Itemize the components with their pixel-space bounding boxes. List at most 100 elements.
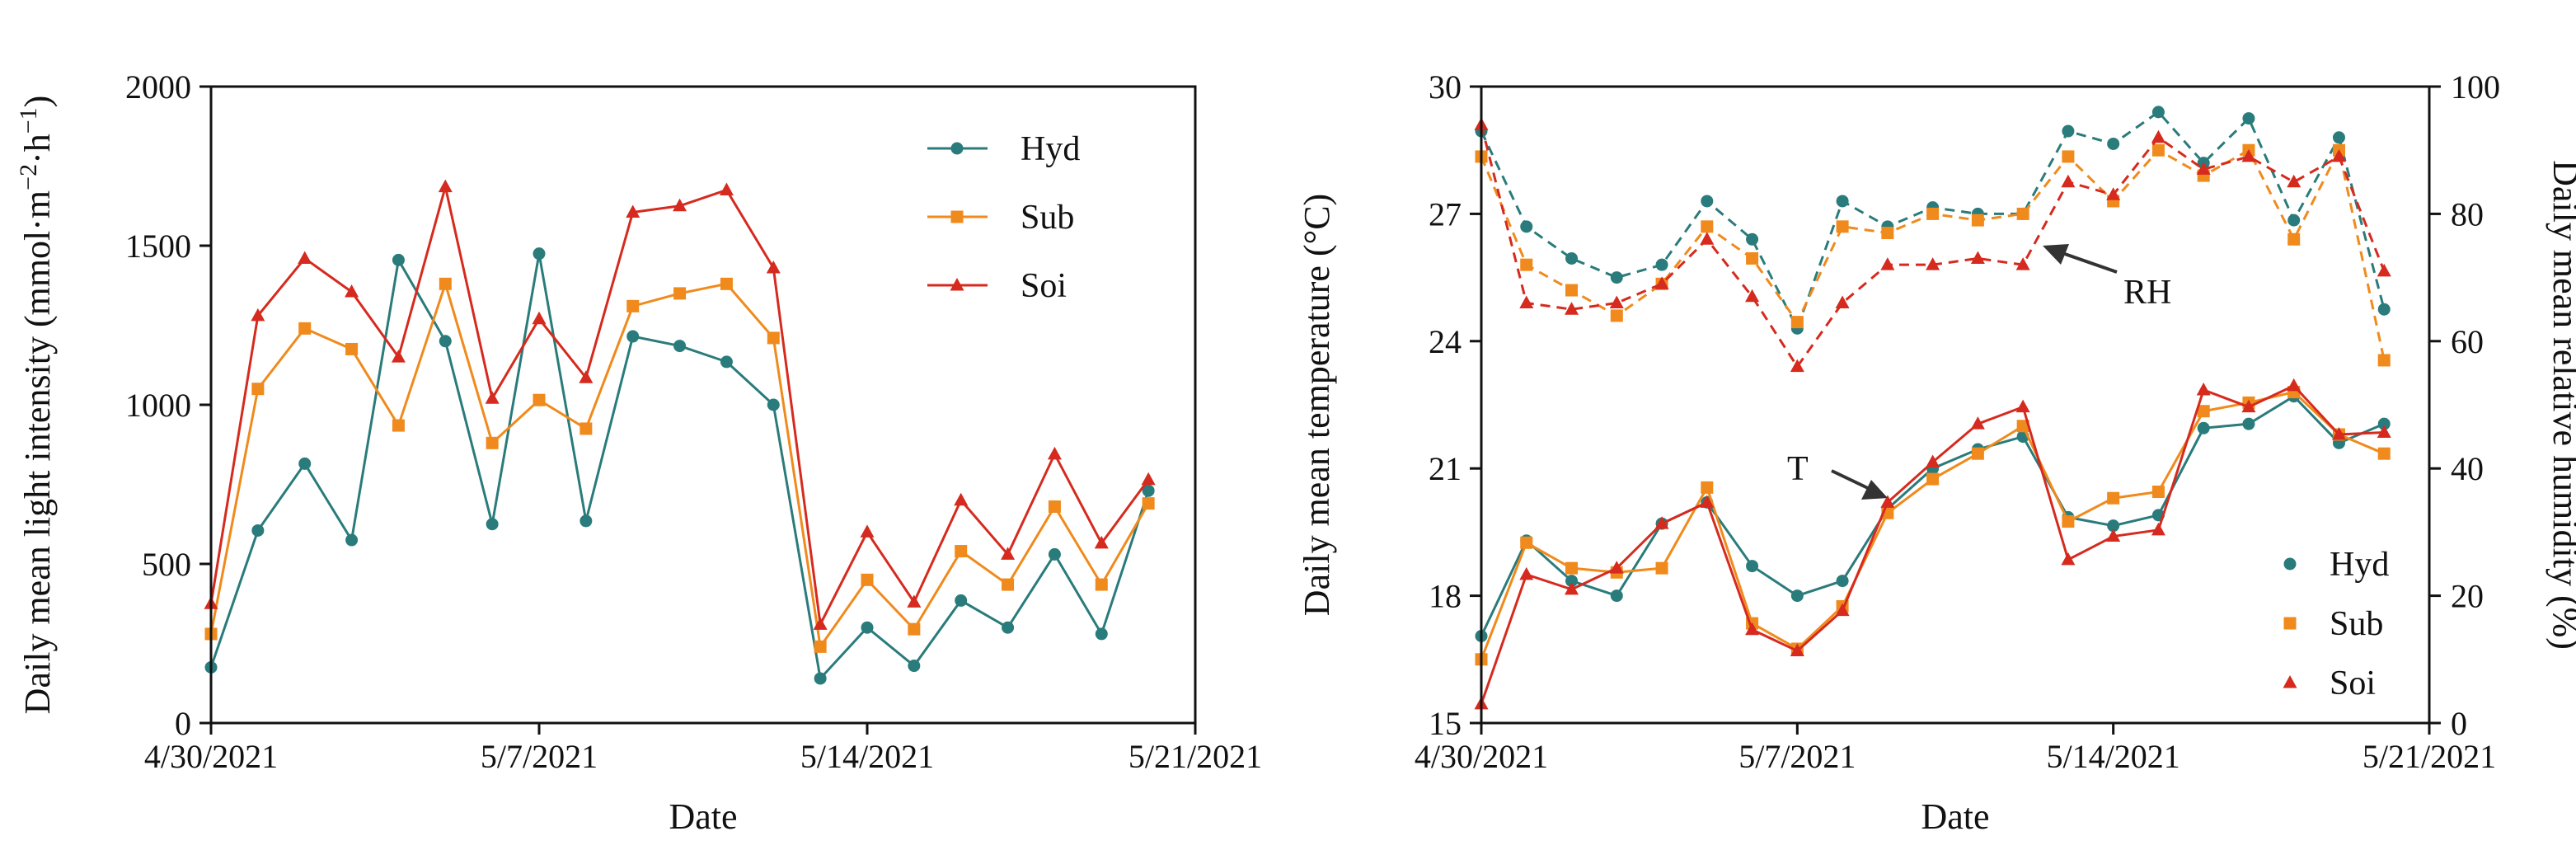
hyd-point [1002, 621, 1015, 634]
rh-hyd-point [2062, 124, 2075, 138]
t-sub-point [1926, 472, 1940, 486]
temp-y-tick-label: 27 [1429, 195, 1462, 232]
t-soi-point [2015, 399, 2030, 413]
sub-point [439, 277, 452, 290]
rh-soi-point [1519, 295, 1534, 308]
hyd-point [908, 660, 921, 673]
t-soi-point [1519, 566, 1534, 580]
legend-label: Sub [2330, 605, 2383, 643]
rh-sub-point [2287, 232, 2301, 246]
rh-sub-point [1881, 227, 1894, 240]
rh-soi-point [1835, 295, 1850, 308]
rh-soi-point [1565, 302, 1579, 315]
temperature-humidity-legend: Hyd Sub Soi [2283, 546, 2389, 702]
legend-entry-sub: Sub [2283, 605, 2383, 643]
hyd-point [533, 247, 546, 261]
rh-sub-point [1701, 220, 1714, 233]
legend-label: Soi [2330, 665, 2376, 702]
sub-point [298, 322, 312, 335]
rh-soi-point [2151, 129, 2165, 143]
rh-hyd-point [1655, 258, 1668, 271]
rh-hyd-point [1746, 232, 1759, 246]
rh-hyd-point [1565, 251, 1579, 265]
t-sub-line [1480, 390, 2385, 660]
series-rh-hyd [1475, 106, 2391, 335]
soi-point [673, 198, 687, 212]
hyd-point [814, 672, 827, 685]
rh-hyd-point [2151, 106, 2165, 119]
t-hyd-point [1836, 575, 1849, 588]
series-sub [204, 277, 1155, 653]
rh-annotation: RH [2043, 244, 2171, 312]
t-soi-point [1970, 416, 1985, 430]
sub-point [1142, 497, 1155, 510]
t-sub-point [2151, 486, 2165, 499]
y-label-sup2: −1 [15, 107, 42, 134]
rh-soi-point [1926, 257, 1940, 270]
legend-marker [950, 142, 964, 155]
rh-sub-line [1480, 146, 2386, 361]
hyd-point [767, 398, 780, 411]
hyd-point [1095, 627, 1108, 641]
rh-sub-point [1565, 284, 1579, 297]
rh-hyd-point [2287, 214, 2301, 227]
t-arrow [1831, 469, 1870, 491]
rh-sub-point [2151, 143, 2165, 157]
rh-soi-point [1654, 276, 1669, 289]
soi-point [954, 492, 969, 506]
rh-sub-point [1971, 214, 1984, 227]
light-y-tick-label: 500 [142, 546, 191, 583]
t-soi-point [1700, 495, 1715, 508]
hyd-point [861, 621, 874, 634]
rh-hyd-point [1520, 220, 1533, 233]
t-soi-point [1926, 454, 1940, 467]
t-hyd-point [2107, 519, 2120, 533]
light-x-tick-label: 4/30/2021 [144, 738, 278, 775]
rh-sub-point [1610, 309, 1623, 322]
legend-entry-soi: Soi [927, 267, 1067, 305]
light-intensity-legend: Hyd Sub Soi [927, 130, 1080, 305]
y-label-mid: ·h [17, 134, 58, 164]
rh-hyd-point [1701, 195, 1714, 208]
t-hyd-point [1790, 589, 1804, 603]
light-intensity-x-axis-label: Date [669, 796, 737, 837]
t-hyd-point [1746, 560, 1759, 573]
soi-point [719, 182, 734, 195]
light-intensity-chart: 4/30/2021 5/7/2021 5/14/2021 5/21/2021 0 500 1… [15, 68, 1262, 837]
legend-marker [950, 210, 964, 223]
hyd-point [439, 335, 452, 348]
t-hyd-point [2377, 417, 2391, 430]
hyd-point [626, 330, 640, 343]
soi-point [1141, 472, 1156, 486]
rh-soi-point [1700, 232, 1715, 245]
temp-y-tick-label: 30 [1429, 68, 1462, 106]
humidity-y-tick-label: 0 [2451, 705, 2467, 742]
soi-point [907, 594, 922, 608]
legend-marker [2283, 557, 2297, 571]
hyd-point [486, 518, 499, 531]
sub-line [209, 279, 1150, 650]
hyd-point [1142, 484, 1155, 497]
rh-sub-point [1746, 251, 1759, 265]
legend-marker [2283, 675, 2297, 688]
light-x-tick-label: 5/7/2021 [481, 738, 598, 775]
hyd-point [1048, 547, 1061, 561]
t-soi-point [1745, 622, 1760, 636]
sub-point [392, 419, 405, 432]
rh-soi-point [2287, 174, 2302, 188]
sub-point [626, 299, 640, 312]
hyd-point [392, 253, 405, 266]
humidity-y-tick-label: 40 [2451, 450, 2484, 487]
t-sub-point [2016, 420, 2029, 433]
humidity-y-axis-label: Daily mean relative humidity (%) [2546, 160, 2576, 650]
temperature-humidity-ticks: 4/30/2021 5/7/2021 5/14/2021 5/21/2021 15 18 2… [1415, 68, 2500, 775]
temp-y-tick-label: 15 [1429, 705, 1462, 742]
rh-hyd-point [2332, 131, 2345, 144]
t-soi-line [1480, 384, 2385, 705]
y-label-end: ) [17, 96, 58, 108]
legend-marker [2283, 617, 2297, 630]
humidity-y-tick-label: 80 [2451, 195, 2484, 232]
rh-soi-point [2015, 257, 2030, 270]
t-sub-point [1971, 447, 1984, 460]
rh-soi-point [1880, 257, 1895, 270]
